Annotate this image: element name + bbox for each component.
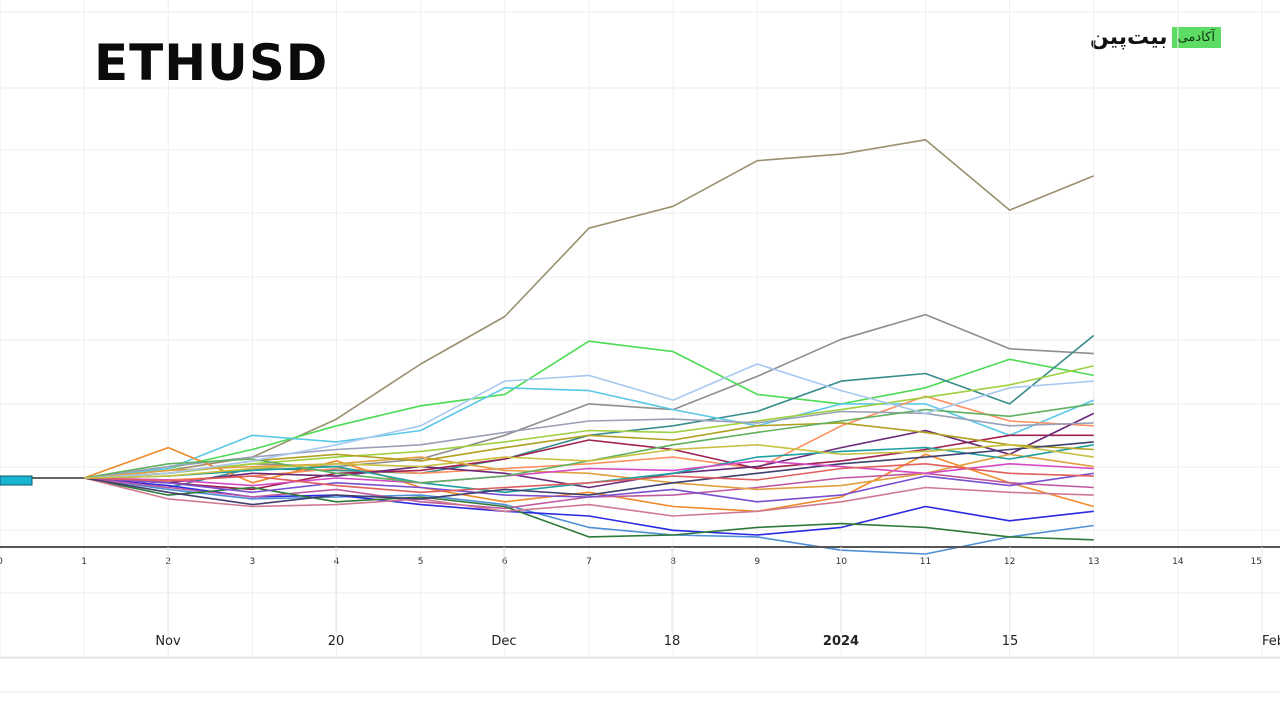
x-tick-date-15: 15 [1002, 634, 1019, 649]
x-tick-date-18: 18 [664, 634, 681, 649]
x-tick-index-11: 11 [920, 557, 931, 567]
x-tick-date-Nov: Nov [155, 634, 181, 649]
x-tick-index-15: 15 [1251, 557, 1262, 567]
x-tick-index-6: 6 [502, 557, 508, 567]
chart-tick-labels: 0123456789101112131415Nov20Dec18202415Fe… [0, 547, 1280, 649]
series-line-20 [83, 441, 1094, 506]
x-tick-index-7: 7 [586, 557, 592, 567]
series-line-14 [83, 477, 1094, 541]
series-line-10 [84, 434, 1094, 491]
series-line-26 [84, 443, 1094, 479]
x-tick-index-14: 14 [1172, 557, 1184, 567]
x-tick-index-9: 9 [754, 557, 760, 567]
x-tick-date-Feb: Feb [1262, 634, 1280, 649]
series-line-5 [84, 386, 1095, 479]
series-line-9 [83, 446, 1094, 513]
brand-logo: بیت‌پین آکادمی [1090, 24, 1221, 50]
chart-axes [0, 546, 1280, 659]
x-tick-date-2024: 2024 [823, 634, 859, 649]
series-line-25 [84, 363, 1094, 479]
series-line-24 [84, 462, 1094, 494]
series-line-22 [84, 460, 1094, 487]
series-line-17 [84, 472, 1094, 503]
x-tick-date-Dec: Dec [491, 634, 516, 649]
series-line-11 [84, 365, 1094, 479]
x-tick-index-4: 4 [334, 557, 340, 567]
logo-badge: آکادمی [1171, 26, 1221, 48]
x-tick-index-13: 13 [1088, 557, 1099, 567]
chart-grid [0, 0, 1280, 693]
chart-series [0, 139, 1095, 555]
series-line-3 [84, 340, 1094, 479]
logo-wordmark: بیت‌پین [1090, 24, 1168, 50]
series-line-15 [83, 477, 1094, 517]
start-marker [0, 475, 33, 486]
chart-title: ETHUSD [94, 34, 329, 92]
x-tick-date-20: 20 [328, 634, 345, 649]
x-tick-index-0: 0 [0, 557, 3, 567]
x-tick-index-1: 1 [81, 557, 87, 567]
series-line-13 [84, 412, 1095, 489]
x-tick-index-8: 8 [670, 557, 676, 567]
x-tick-index-3: 3 [250, 557, 256, 567]
x-tick-index-5: 5 [418, 557, 424, 567]
series-line-6 [83, 477, 1094, 555]
